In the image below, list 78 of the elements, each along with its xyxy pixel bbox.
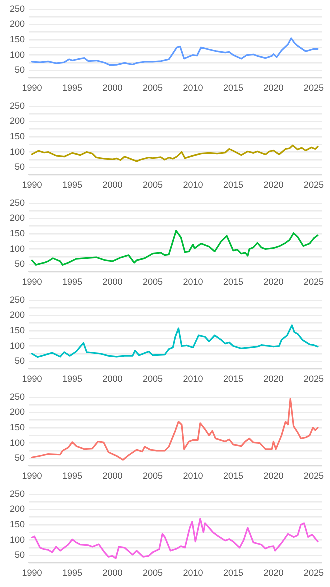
y-tick-label: 200: [10, 407, 26, 418]
x-tick-label: 1990: [22, 83, 42, 94]
y-tick-label: 200: [10, 310, 26, 320]
x-tick-label: 2000: [102, 180, 123, 190]
y-tick-label: 50: [15, 453, 26, 464]
x-tick-label: 1990: [22, 471, 42, 482]
y-tick-label: 150: [10, 325, 26, 336]
x-tick-label: 2015: [223, 277, 244, 288]
x-tick-label: 2020: [264, 180, 284, 190]
x-tick-label: 2020: [264, 83, 284, 94]
y-tick-label: 250: [10, 4, 26, 14]
x-tick-label: 2010: [183, 83, 204, 94]
x-tick-label: 2015: [223, 180, 244, 190]
x-tick-label: 2015: [223, 83, 244, 94]
y-tick-label: 150: [10, 131, 26, 142]
x-tick-label: 2020: [264, 568, 284, 578]
y-tick-label: 100: [10, 340, 26, 351]
x-tick-label: 2025: [304, 471, 324, 482]
x-tick-label: 2015: [223, 568, 244, 578]
x-tick-label: 1995: [62, 568, 82, 578]
x-tick-label: 2000: [102, 471, 123, 482]
y-tick-label: 50: [15, 356, 26, 366]
x-tick-label: 2005: [142, 374, 163, 384]
x-tick-label: 1990: [22, 374, 42, 384]
x-tick-label: 2000: [102, 568, 123, 578]
x-tick-label: 1995: [62, 180, 82, 190]
x-tick-label: 2010: [183, 180, 204, 190]
x-tick-label: 2020: [264, 471, 284, 482]
x-tick-label: 2005: [142, 277, 163, 288]
x-tick-label: 2015: [223, 374, 244, 384]
y-tick-label: 100: [10, 534, 26, 545]
y-tick-label: 150: [10, 519, 26, 530]
x-tick-label: 2005: [142, 180, 163, 190]
x-tick-label: 2010: [183, 374, 204, 384]
y-tick-label: 250: [10, 198, 26, 208]
y-tick-label: 250: [10, 294, 26, 305]
x-tick-label: 2000: [102, 83, 123, 94]
y-tick-label: 50: [15, 550, 26, 560]
x-tick-label: 2010: [183, 471, 204, 482]
x-tick-label: 1990: [22, 180, 42, 190]
x-tick-label: 2025: [304, 83, 324, 94]
x-tick-label: 1995: [62, 471, 82, 482]
x-tick-label: 2015: [223, 471, 244, 482]
y-tick-label: 150: [10, 34, 26, 44]
y-tick-label: 250: [10, 100, 26, 111]
x-tick-label: 2025: [304, 374, 324, 384]
y-tick-label: 150: [10, 228, 26, 238]
y-tick-label: 100: [10, 50, 26, 60]
x-tick-label: 1990: [22, 277, 42, 288]
y-tick-label: 150: [10, 422, 26, 432]
x-tick-label: 1995: [62, 374, 82, 384]
y-tick-label: 250: [10, 392, 26, 402]
x-tick-label: 2000: [102, 374, 123, 384]
y-tick-label: 50: [15, 65, 26, 76]
y-tick-label: 200: [10, 19, 26, 30]
y-tick-label: 100: [10, 146, 26, 157]
y-tick-label: 200: [10, 213, 26, 224]
x-tick-label: 2025: [304, 180, 324, 190]
x-tick-label: 2025: [304, 568, 324, 578]
y-tick-label: 200: [10, 116, 26, 126]
y-tick-label: 100: [10, 244, 26, 254]
x-tick-label: 2010: [183, 568, 204, 578]
x-tick-label: 2005: [142, 471, 163, 482]
y-tick-label: 100: [10, 438, 26, 448]
x-tick-label: 2005: [142, 568, 163, 578]
x-tick-label: 2005: [142, 83, 163, 94]
y-tick-label: 50: [15, 259, 26, 270]
x-tick-label: 2000: [102, 277, 123, 288]
x-tick-label: 1995: [62, 83, 82, 94]
x-tick-label: 2020: [264, 277, 284, 288]
x-tick-label: 1990: [22, 568, 42, 578]
x-tick-label: 2020: [264, 374, 284, 384]
y-tick-label: 250: [10, 488, 26, 499]
x-tick-label: 1995: [62, 277, 82, 288]
y-tick-label: 200: [10, 504, 26, 514]
x-tick-label: 2010: [183, 277, 204, 288]
x-tick-label: 2025: [304, 277, 324, 288]
y-tick-label: 50: [15, 162, 26, 172]
